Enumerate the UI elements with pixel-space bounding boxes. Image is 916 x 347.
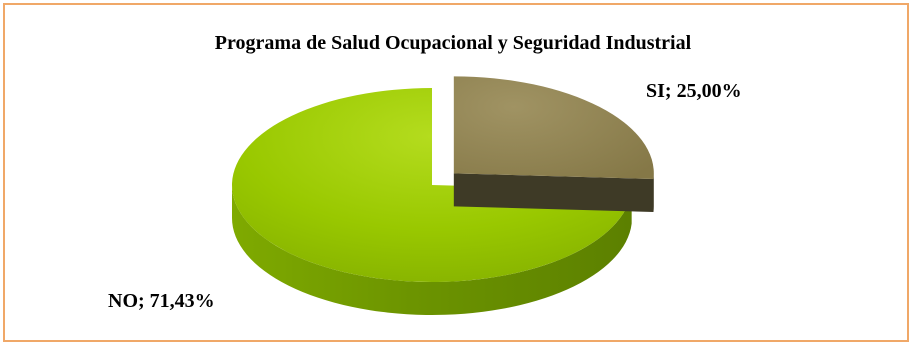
slice-side-no	[231, 185, 632, 315]
slice-wall-si	[453, 173, 654, 212]
slice-no	[231, 88, 632, 283]
chart-title: Programa de Salud Ocupacional y Segurida…	[214, 32, 692, 54]
slice-si	[453, 76, 654, 179]
slice-label-si: SI; 25,00%	[646, 80, 742, 102]
slice-label-no: NO; 71,43%	[108, 290, 215, 312]
